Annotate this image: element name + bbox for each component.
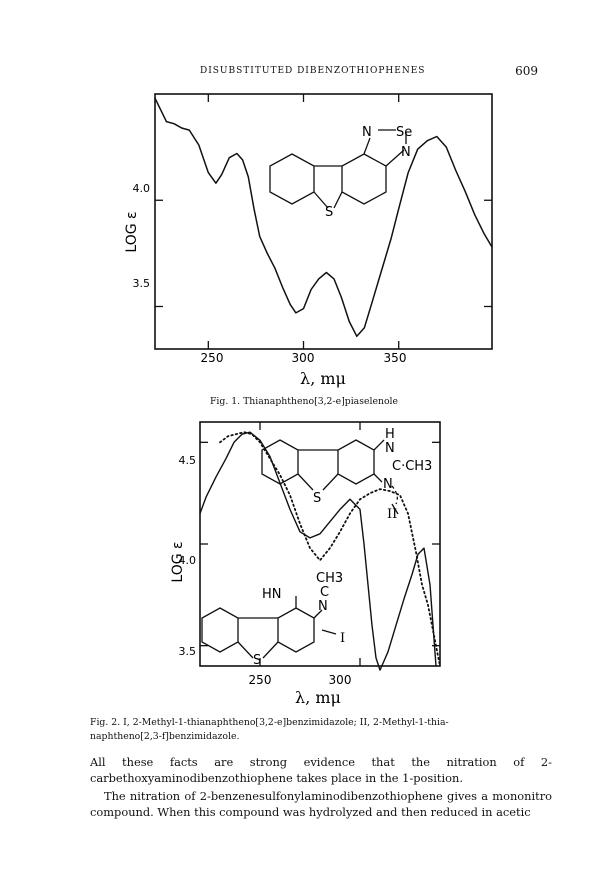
body-text: All these facts are strong evidence that…	[90, 754, 552, 822]
fig2-I-label: I	[340, 631, 345, 646]
fig2-II-c-ch3: C·CH3	[392, 459, 432, 474]
fig2-II-n1: N	[385, 441, 395, 456]
running-head: DISUBSTITUTED DIBENZOTHIOPHENES	[200, 66, 426, 76]
fig2-xtick-250: 250	[249, 673, 272, 687]
fig2-II-h: H	[385, 427, 395, 442]
fig1-plot-frame	[154, 93, 493, 350]
fig2-axis-ticks	[200, 422, 440, 666]
fig2-II-label: II	[387, 507, 397, 522]
fig1-xtick-300: 300	[292, 351, 315, 365]
fig1-xtick-250: 250	[201, 351, 224, 365]
fig2-caption-line2: naphtheno[2,3-f]benzimidazole.	[90, 731, 240, 742]
fig2-structure-II	[261, 439, 399, 515]
fig1-structure-s: S	[325, 205, 333, 220]
fig1-xtick-350: 350	[384, 351, 407, 365]
series-line-1	[154, 97, 493, 338]
page-number: 609	[515, 64, 538, 78]
fig1-axis-ticks	[155, 94, 492, 349]
fig1-y-axis-label: LOG ε	[124, 211, 140, 252]
fig2-ytick-4.0: 4.0	[179, 554, 197, 567]
fig1-curves	[154, 97, 493, 338]
fig1-ytick-3.5: 3.5	[133, 277, 151, 290]
fig2-structure-I	[201, 596, 337, 659]
fig1-ytick-4.0: 4.0	[133, 182, 151, 195]
fig2-II-s: S	[313, 491, 321, 506]
fig2-xtick-300: 300	[329, 673, 352, 687]
fig2-II-n2: N	[383, 477, 393, 492]
fig2-x-axis-label: λ, mμ	[295, 688, 341, 707]
fig2-caption: Fig. 2. I, 2-Methyl-1-thianaphtheno[3,2-…	[90, 716, 550, 744]
figure-2-chart: H N C·CH3 N S II CH3 HN C N S I 250 300 …	[170, 421, 441, 707]
fig1-caption-text: Fig. 1. Thianaphtheno[3,2-e]piaselenole	[209, 396, 399, 407]
fig2-curves	[199, 431, 441, 671]
page-header: DISUBSTITUTED DIBENZOTHIOPHENES 609	[0, 64, 608, 82]
figure-1-chart: S N Se N 250 300 350 4.0 3.5 LOG ε λ, mμ	[124, 93, 493, 388]
fig1-caption: Fig. 1. Thianaphtheno[3,2-e]piaselenole	[0, 396, 608, 407]
fig2-I-c: C	[320, 585, 329, 600]
fig2-caption-line1: Fig. 2. I, 2-Methyl-1-thianaphtheno[3,2-…	[90, 717, 449, 728]
series-line-II	[219, 431, 441, 667]
fig1-structure	[269, 129, 407, 209]
series-line-I	[199, 431, 437, 671]
fig2-y-axis-label: LOG ε	[170, 541, 186, 582]
body-paragraph-2: The nitration of 2-benzenesulfonylaminod…	[90, 789, 552, 819]
fig1-structure-se: Se	[396, 125, 412, 140]
fig2-I-s: S	[253, 653, 261, 668]
fig2-I-hn: HN	[262, 587, 282, 602]
fig2-I-n: N	[318, 599, 328, 614]
fig2-I-ch3: CH3	[316, 571, 343, 586]
body-paragraph-1: All these facts are strong evidence that…	[90, 755, 552, 785]
fig2-ytick-4.5: 4.5	[179, 454, 197, 467]
fig2-ytick-3.5: 3.5	[179, 645, 197, 658]
fig1-structure-n1: N	[362, 125, 372, 140]
fig1-x-axis-label: λ, mμ	[300, 369, 346, 388]
fig1-structure-n2: N	[401, 145, 411, 160]
